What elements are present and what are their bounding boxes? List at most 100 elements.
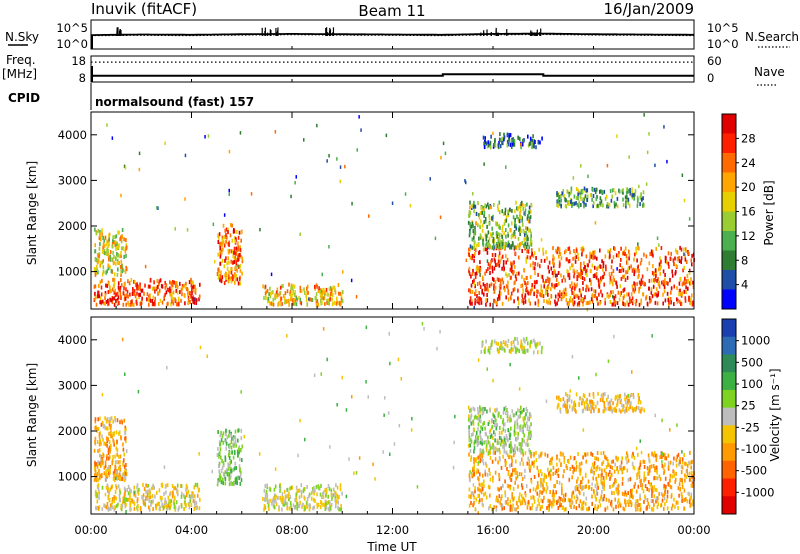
data-point	[573, 495, 576, 500]
data-point	[629, 488, 632, 493]
data-point	[335, 501, 337, 506]
data-point	[662, 453, 665, 458]
data-point	[553, 268, 555, 273]
data-point	[530, 340, 532, 345]
data-point	[469, 408, 471, 413]
data-point	[524, 491, 527, 496]
data-point	[219, 246, 222, 251]
data-point	[476, 271, 478, 276]
data-point	[614, 191, 617, 196]
data-point	[477, 201, 479, 206]
data-point	[501, 140, 503, 145]
data-point	[470, 224, 473, 229]
data-point	[241, 271, 243, 276]
data-point	[269, 291, 272, 296]
data-point	[635, 405, 638, 410]
data-point	[227, 227, 229, 232]
data-point	[268, 506, 270, 511]
data-point	[602, 203, 604, 208]
data-point	[573, 201, 576, 206]
data-point	[604, 297, 606, 302]
data-point	[600, 451, 602, 455]
data-point	[475, 457, 477, 462]
data-point	[611, 409, 614, 414]
data-point	[492, 214, 494, 219]
data-point	[498, 251, 501, 256]
data-point	[468, 414, 470, 419]
data-point	[111, 136, 114, 140]
data-point	[534, 340, 536, 345]
data-point	[472, 268, 474, 273]
data-point	[124, 372, 126, 376]
data-point	[683, 198, 686, 203]
data-point	[547, 300, 549, 305]
data-point	[122, 499, 125, 504]
data-point	[554, 283, 556, 288]
data-point	[180, 287, 183, 292]
data-point	[136, 507, 139, 512]
data-point	[582, 281, 584, 285]
data-point	[303, 506, 306, 511]
data-point	[234, 461, 237, 466]
data-point	[123, 477, 126, 482]
data-point	[292, 284, 294, 288]
data-point	[129, 496, 131, 501]
data-point	[123, 464, 126, 469]
data-point	[306, 485, 308, 489]
data-point	[498, 431, 501, 435]
data-point	[286, 334, 288, 338]
data-point	[484, 283, 486, 288]
data-point	[132, 288, 134, 293]
data-point	[94, 436, 97, 441]
data-point	[473, 200, 475, 205]
data-point	[575, 293, 577, 298]
data-point	[510, 296, 512, 301]
data-point	[477, 511, 479, 515]
data-point	[604, 454, 606, 459]
data-point	[676, 454, 679, 459]
data-point	[584, 265, 586, 270]
data-point	[468, 452, 470, 457]
data-point	[488, 216, 491, 221]
data-point	[573, 270, 576, 275]
data-point	[514, 274, 517, 279]
data-point	[224, 457, 227, 462]
data-point	[514, 447, 516, 452]
data-point	[136, 499, 139, 504]
data-point	[547, 498, 549, 503]
data-point	[277, 302, 279, 307]
data-point	[124, 425, 127, 430]
data-point	[607, 204, 610, 209]
data-point	[622, 408, 624, 413]
data-point	[485, 234, 487, 239]
data-point	[195, 501, 198, 505]
data-point	[602, 261, 605, 266]
data-point	[561, 488, 563, 493]
data-point	[411, 416, 413, 421]
data-point	[112, 235, 114, 240]
data-point	[557, 246, 559, 251]
data-point	[630, 503, 633, 508]
power-colorbar-label: Power [dB]	[762, 180, 776, 245]
data-point	[576, 269, 578, 274]
data-point	[265, 290, 268, 295]
data-point	[98, 495, 100, 500]
data-point	[193, 507, 196, 511]
data-point	[316, 284, 318, 289]
data-point	[556, 501, 558, 506]
data-point	[541, 136, 543, 141]
data-point	[240, 428, 243, 433]
data-point	[507, 240, 510, 245]
data-point	[649, 299, 651, 304]
data-point	[326, 501, 328, 506]
data-point	[524, 233, 526, 237]
data-point	[120, 259, 123, 264]
data-point	[521, 409, 524, 414]
data-point	[100, 232, 103, 237]
data-point	[506, 284, 509, 289]
data-point	[499, 457, 501, 462]
data-point	[148, 297, 151, 302]
data-point	[486, 144, 489, 149]
data-point	[230, 480, 232, 485]
data-point	[295, 302, 298, 307]
